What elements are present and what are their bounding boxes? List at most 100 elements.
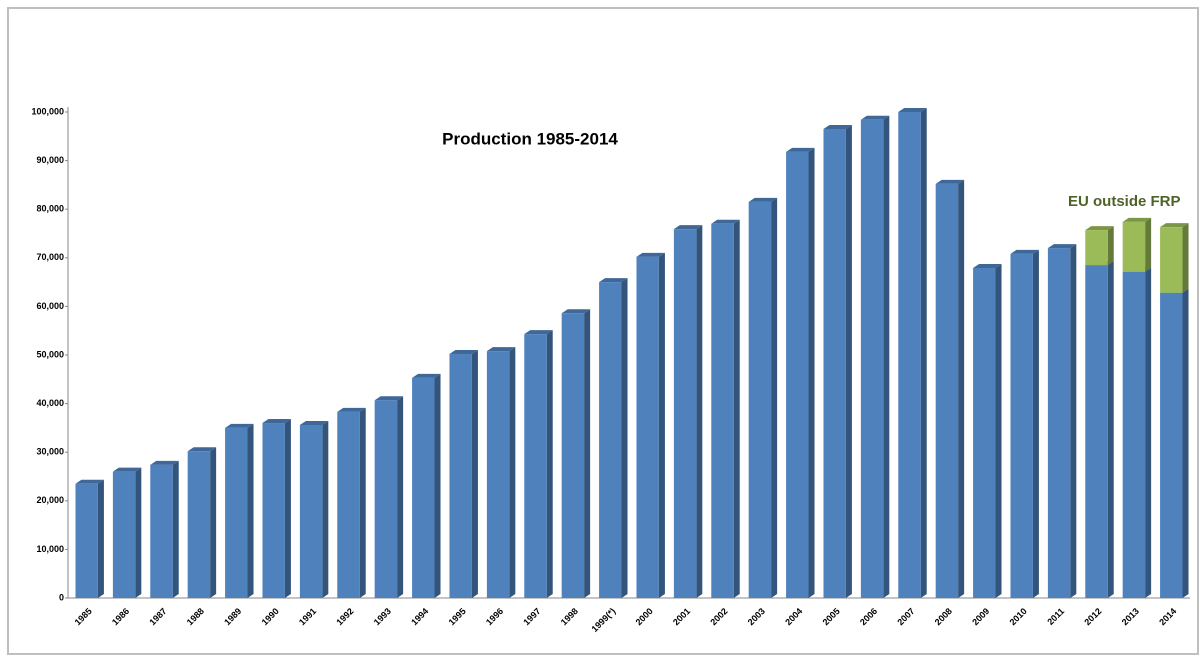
bar-side [210,447,217,598]
bar [412,377,435,598]
bar-side [546,330,553,598]
bar [225,427,248,598]
bar-top [225,423,254,428]
bar-side [1182,288,1189,598]
bar-side [1145,267,1152,598]
bar-side [658,252,665,598]
y-tick-label: 70,000 [36,252,64,262]
bar [636,256,659,598]
bar-top [524,330,553,335]
bar [860,119,884,598]
bar-side [995,264,1002,598]
bar-side [172,460,179,598]
y-tick-label: 90,000 [36,155,64,165]
bar-side [135,467,142,598]
bar [150,464,173,598]
bar [337,411,360,598]
bar [486,351,510,598]
bar-side [621,278,628,598]
bar [1122,221,1146,272]
bar-top [1085,226,1114,231]
bar-side [584,309,591,598]
bar-top [711,219,740,224]
bar-side [883,115,890,598]
y-tick-label: 100,000 [31,106,64,116]
bar-top [1160,223,1189,228]
y-tick-label: 80,000 [36,204,64,214]
bar-side [1070,244,1077,598]
bar-top [1122,217,1152,222]
bar-top [1047,244,1077,249]
bar-top [449,350,478,355]
bar-side [471,350,478,598]
bar-top [187,447,217,452]
bar [524,334,547,598]
bar [1047,248,1071,598]
bar [262,423,285,598]
bar-side [920,108,927,598]
y-tick-label: 30,000 [36,447,64,457]
annotation: EU outside FRP [1068,193,1181,210]
bar-top [973,264,1002,269]
bar-side [97,479,104,598]
bar-top [1010,249,1039,254]
bar-top [262,419,291,424]
chart-title: Production 1985-2014 [442,129,618,148]
bar [748,201,772,598]
bar-top [673,225,703,230]
bar-side [1107,261,1114,598]
bar-side [1182,223,1189,293]
y-tick-label: 50,000 [36,349,64,359]
bar-top [150,460,179,465]
bar-top [112,467,142,472]
bar-side [434,373,441,598]
bar-side [1145,217,1152,272]
bar-side [1032,249,1039,599]
bar-top [860,115,890,120]
bar-side [733,219,740,598]
bar-top [636,252,665,257]
bar-side [808,147,815,599]
bar-side [359,407,366,598]
bar-side [284,419,291,598]
bar [1085,230,1108,266]
bar [1160,292,1183,598]
bar-side [397,396,404,598]
bar-side [845,125,852,598]
bar-top [337,407,366,412]
y-tick-label: 0 [59,592,64,602]
bar-top [935,179,965,184]
bar [898,112,921,598]
bar-top [599,278,628,283]
y-tick-label: 10,000 [36,544,64,554]
bar [973,268,996,598]
bar [1122,271,1146,598]
bar [449,354,472,598]
bar [299,424,323,598]
bar [823,129,846,598]
bar-side [1107,226,1114,266]
bar-top [561,309,591,314]
bar [1160,227,1183,293]
bar-side [771,197,778,598]
bar-top [75,479,104,484]
bar-top [374,396,404,401]
bar [1085,265,1108,598]
bar-top [486,347,516,352]
bar [711,223,734,598]
bar [599,282,622,598]
y-tick-label: 40,000 [36,398,64,408]
bar [786,151,809,599]
bar-side [509,347,516,598]
bar [112,471,136,598]
bar-side [247,423,254,598]
bar [75,483,98,598]
bar [374,400,398,598]
bar-top [299,420,329,425]
bar-top [898,108,927,112]
y-tick-label: 20,000 [36,495,64,505]
bar [673,229,697,598]
bar-top [786,147,815,152]
y-tick-label: 60,000 [36,301,64,311]
